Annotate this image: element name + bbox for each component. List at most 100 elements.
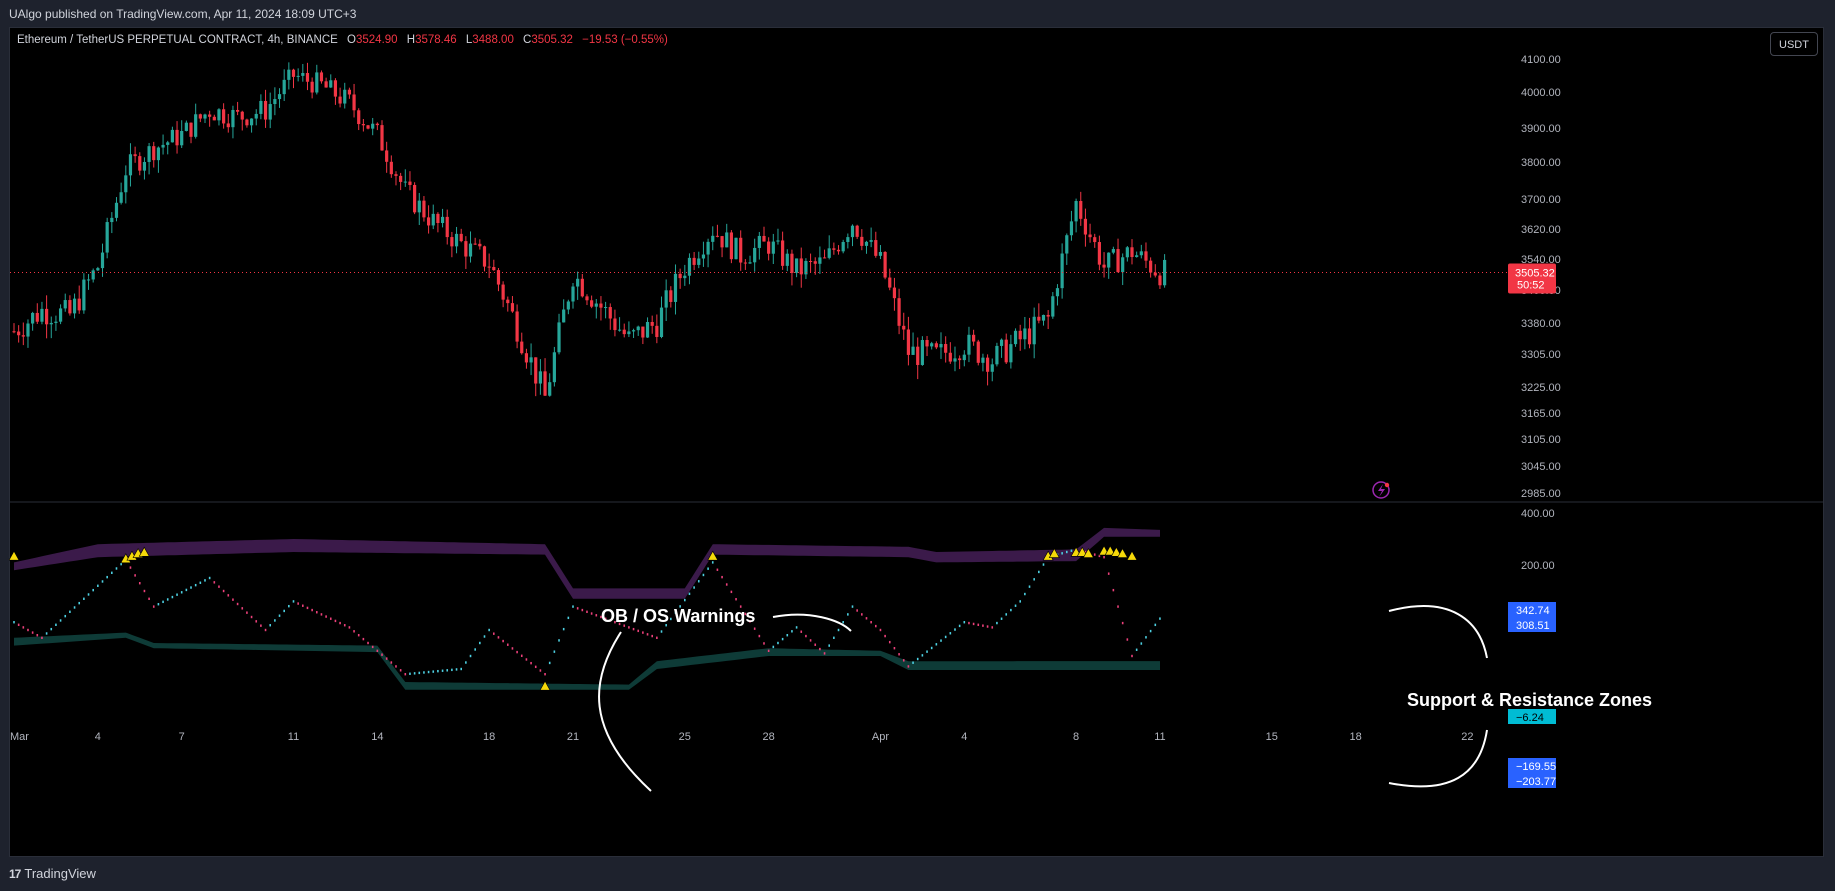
candle-body [86, 279, 91, 281]
oscillator-point [968, 621, 970, 625]
oscillator-point [311, 608, 313, 612]
oscillator-point [148, 597, 150, 600]
candle-body [953, 358, 957, 362]
candle-body [273, 99, 277, 105]
oscillator-point [1005, 613, 1008, 616]
candle-body [1144, 251, 1148, 261]
candle-body [385, 150, 389, 162]
oscillator-point [162, 600, 164, 604]
oscillator-point [865, 617, 868, 620]
candle-body [902, 325, 906, 330]
oscillator-point [41, 636, 43, 639]
candle-body [813, 261, 817, 264]
alert-lightning-icon[interactable] [1372, 481, 1390, 499]
oscillator-point [656, 636, 658, 639]
oscillator-point [101, 580, 104, 583]
oscillator-point [432, 670, 435, 673]
candle-body [613, 318, 617, 331]
oscillator-point [418, 671, 421, 675]
oscillator-point [367, 641, 369, 645]
oscillator-point [78, 601, 81, 605]
oscillator-point [623, 624, 626, 627]
candle-body [1041, 314, 1046, 321]
oscillator-point [36, 634, 39, 637]
candle-body [366, 125, 370, 129]
candle-body [757, 235, 761, 248]
oscillator-point [97, 584, 99, 587]
oscillator-point [87, 593, 90, 596]
candle-body [767, 241, 771, 254]
candle-body [1121, 257, 1125, 273]
candle-body [762, 235, 766, 242]
oscillator-point [893, 647, 896, 650]
candle-body [706, 241, 710, 255]
candle-body [212, 116, 216, 121]
oscillator-point [64, 614, 67, 618]
oscillator-point [381, 653, 383, 656]
oscillator-point [511, 647, 514, 650]
oscillator-point [972, 622, 975, 626]
candle-body [1004, 339, 1008, 363]
oscillator-point [884, 634, 886, 638]
oscillator-point [69, 610, 71, 613]
candle-body [510, 303, 515, 312]
candle-body [259, 100, 263, 114]
candle-body [1018, 330, 1022, 340]
candle-body [771, 241, 775, 254]
oscillator-point [702, 573, 705, 577]
warning-triangle-icon [1048, 547, 1060, 558]
symbol-legend[interactable]: Ethereum / TetherUS PERPETUAL CONTRACT, … [17, 34, 668, 46]
oscillator-point [199, 581, 202, 584]
oscillator-point [534, 665, 537, 669]
oscillator-point [502, 639, 504, 643]
candle-body [972, 334, 976, 342]
oscillator-point [725, 583, 728, 586]
warning-triangle-icon [539, 680, 551, 691]
candle-body [96, 268, 100, 271]
candle-body [198, 114, 202, 119]
oscillator-point [1033, 578, 1035, 581]
candle-body [277, 94, 282, 100]
candle-body [166, 142, 170, 145]
candle-body [454, 233, 459, 247]
price-tick-label: 3380.00 [1521, 318, 1561, 330]
candle-body [189, 122, 193, 137]
oscillator-point [986, 625, 989, 628]
annotation-arc-top [772, 613, 852, 632]
oscillator-point [800, 630, 803, 633]
oscillator-point [814, 643, 817, 646]
candle-body [715, 235, 720, 237]
oscillator-point [59, 619, 62, 622]
candle-body [68, 300, 72, 314]
tradingview-brand[interactable]: 17 TradingView [9, 866, 96, 881]
time-axis[interactable]: Mar 4 7 11 14 18 21 25 28 Apr 4 8 11 15 18 22 [10, 731, 1474, 743]
oscillator-point [376, 649, 379, 652]
oscillator-point [348, 626, 351, 629]
oscillator-point [544, 673, 546, 676]
oscillator-point [1061, 552, 1063, 555]
price-tick-label: 3045.00 [1521, 461, 1561, 473]
oscillator-point [488, 628, 490, 632]
candle-body [161, 144, 165, 148]
oscillator-point [1103, 556, 1105, 559]
candle-body [1079, 201, 1083, 219]
candle-body [948, 352, 952, 362]
oscillator-point [269, 624, 272, 627]
chart-canvas[interactable]: 4100.00 4000.00 3900.00 3800.00 3700.00 3620.… [9, 27, 1824, 857]
oscillator-point [837, 628, 840, 632]
currency-button[interactable]: USDT [1770, 32, 1818, 56]
oscillator-point [306, 606, 309, 610]
oscillator-point [1042, 563, 1045, 566]
candle-body [459, 233, 463, 242]
candle-body [934, 343, 938, 348]
change-value: −19.53 (−0.55%) [582, 34, 668, 46]
oscillator-axis[interactable]: 400.00 200.00 342.74 308.51 −6.24 −169.55 −203… [1508, 508, 1556, 788]
oscillator-value-label: −203.77 [1516, 776, 1556, 788]
symbol-name[interactable]: Ethereum / TetherUS PERPETUAL CONTRACT, … [17, 34, 338, 46]
oscillator-point [395, 665, 397, 668]
oscillator-point [288, 604, 290, 608]
candle-body [795, 258, 799, 273]
price-axis[interactable]: 4100.00 4000.00 3900.00 3800.00 3700.00 3620.… [1521, 54, 1561, 500]
oscillator-point [31, 631, 34, 634]
oscillator-point [1140, 642, 1143, 645]
